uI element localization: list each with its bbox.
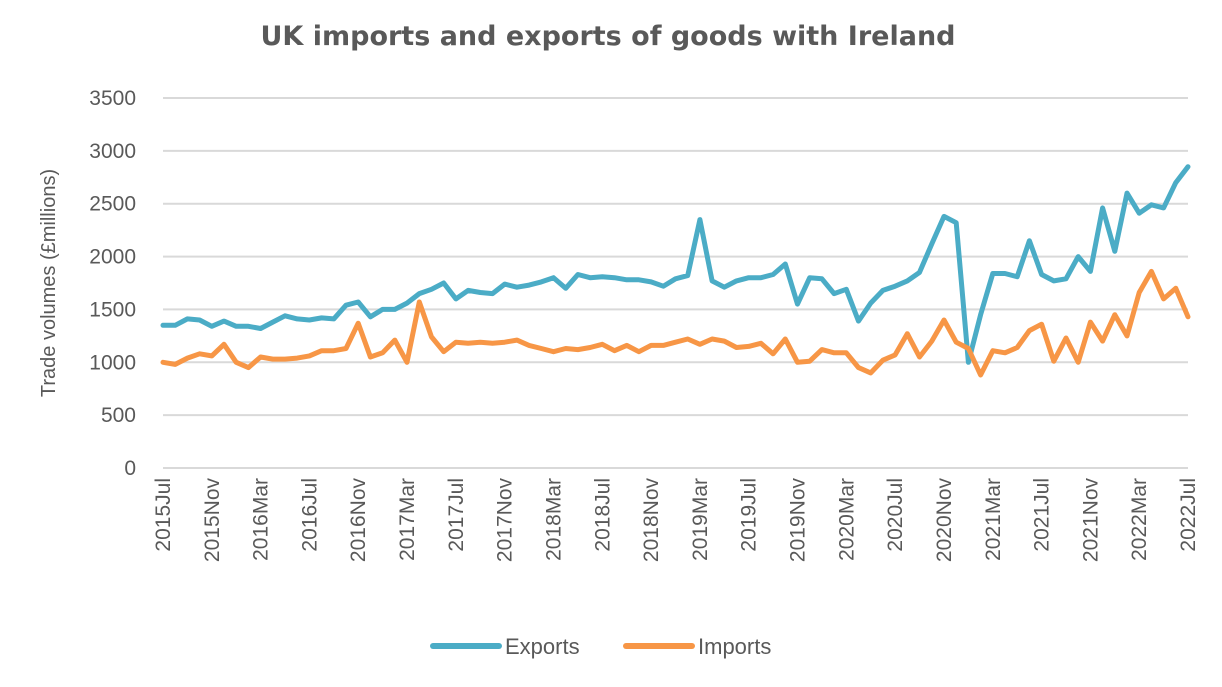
- x-tick-label: 2015Nov: [201, 478, 224, 563]
- gridlines: [163, 97, 1188, 469]
- x-tick-label: 2018Jul: [591, 478, 614, 552]
- y-axis-label: Trade volumes (£millions): [38, 169, 60, 397]
- x-tick-label: 2016Mar: [250, 478, 273, 561]
- x-tick-label: 2018Nov: [640, 478, 663, 563]
- y-tick-label: 3000: [89, 140, 136, 163]
- x-tick-label: 2018Mar: [542, 478, 565, 561]
- x-tick-label: 2021Jul: [1031, 478, 1054, 552]
- y-tick-label: 2500: [89, 193, 136, 216]
- x-tick-label: 2017Jul: [445, 478, 468, 552]
- x-axis-ticks: 2015Jul 2015Nov 2016Mar 2016Jul 2016Nov 2017M…: [152, 478, 1200, 563]
- x-tick-label: 2019Nov: [787, 478, 810, 563]
- y-axis-ticks: 0 500 1000 1500 2000 2500 3000 3500: [89, 87, 136, 480]
- x-tick-label: 2022Mar: [1128, 478, 1151, 561]
- x-tick-label: 2020Nov: [933, 478, 956, 563]
- legend: Exports Imports: [430, 634, 771, 659]
- x-tick-label: 2021Nov: [1079, 478, 1102, 563]
- x-tick-label: 2017Mar: [396, 478, 419, 561]
- x-tick-label: 2016Nov: [347, 478, 370, 563]
- y-tick-label: 0: [124, 457, 136, 480]
- x-tick-label: 2016Jul: [298, 478, 321, 552]
- x-tick-label: 2017Nov: [494, 478, 517, 563]
- x-tick-label: 2019Mar: [689, 478, 712, 561]
- series-line-imports: [160, 268, 1191, 378]
- y-tick-label: 3500: [89, 87, 136, 110]
- x-tick-label: 2020Mar: [835, 478, 858, 561]
- legend-label-exports: Exports: [505, 634, 580, 659]
- y-tick-label: 1500: [89, 298, 136, 321]
- x-tick-label: 2020Jul: [884, 478, 907, 552]
- chart-title: UK imports and exports of goods with Ire…: [260, 21, 955, 52]
- series-line-exports: [160, 164, 1191, 365]
- y-tick-label: 1000: [89, 351, 136, 374]
- x-tick-label: 2019Jul: [738, 478, 761, 552]
- series-lines: [160, 164, 1191, 378]
- x-tick-label: 2015Jul: [152, 478, 175, 552]
- x-tick-label: 2022Jul: [1177, 478, 1200, 552]
- legend-label-imports: Imports: [698, 634, 771, 659]
- y-tick-label: 500: [101, 404, 136, 427]
- y-tick-label: 2000: [89, 246, 136, 269]
- x-tick-label: 2021Mar: [982, 478, 1005, 561]
